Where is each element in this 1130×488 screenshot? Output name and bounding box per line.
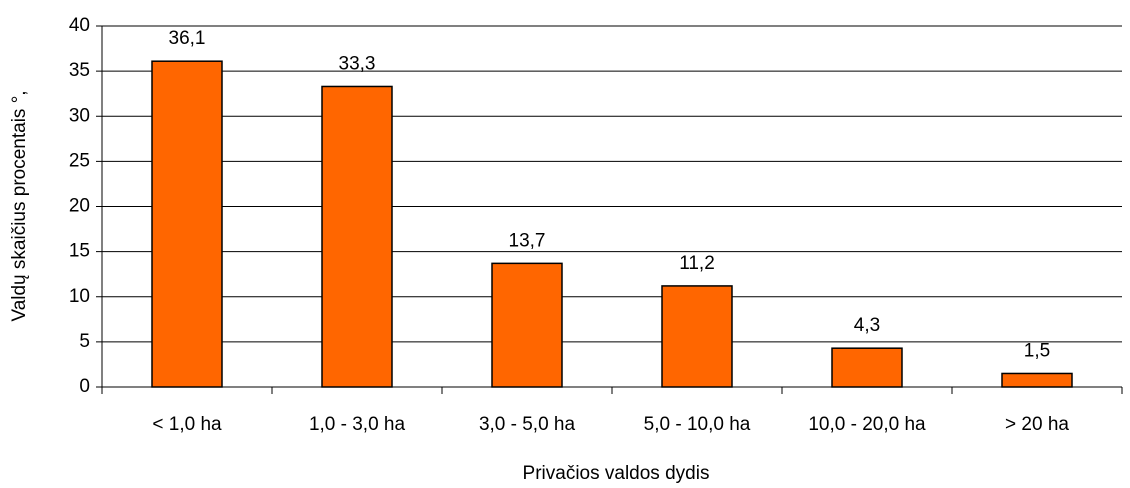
bar: [1001, 372, 1073, 388]
y-tick-label: 15: [69, 241, 90, 262]
x-tick-label: 1,0 - 3,0 ha: [309, 414, 406, 435]
x-tick-label: < 1,0 ha: [152, 414, 222, 435]
bar: [151, 60, 223, 388]
y-tick-label: 5: [79, 331, 90, 352]
value-label: 33,3: [339, 53, 376, 74]
y-axis-title: Valdų skaičius procentais °,: [9, 90, 30, 321]
y-tick-label: 35: [69, 60, 90, 81]
x-tick-label: 10,0 - 20,0 ha: [808, 414, 926, 435]
value-label: 11,2: [679, 253, 715, 274]
bar: [321, 85, 393, 388]
value-label: 13,7: [509, 230, 546, 251]
y-tick-label: 0: [79, 376, 90, 397]
x-axis-title: Privačios valdos dydis: [523, 463, 710, 484]
x-tick-label: 3,0 - 5,0 ha: [479, 414, 576, 435]
bar: [831, 347, 903, 388]
x-tick-label: > 20 ha: [1005, 414, 1069, 435]
value-label: 1,5: [1024, 340, 1050, 361]
y-tick-label: 25: [69, 150, 90, 171]
y-tick-label: 10: [69, 286, 90, 307]
bar: [661, 285, 733, 388]
y-tick-label: 30: [69, 105, 90, 126]
value-label: 36,1: [169, 28, 206, 49]
y-tick-label: 40: [69, 15, 90, 36]
y-tick-label: 20: [69, 196, 90, 217]
value-label: 4,3: [854, 315, 880, 336]
bar: [491, 262, 563, 388]
x-tick-label: 5,0 - 10,0 ha: [644, 414, 751, 435]
